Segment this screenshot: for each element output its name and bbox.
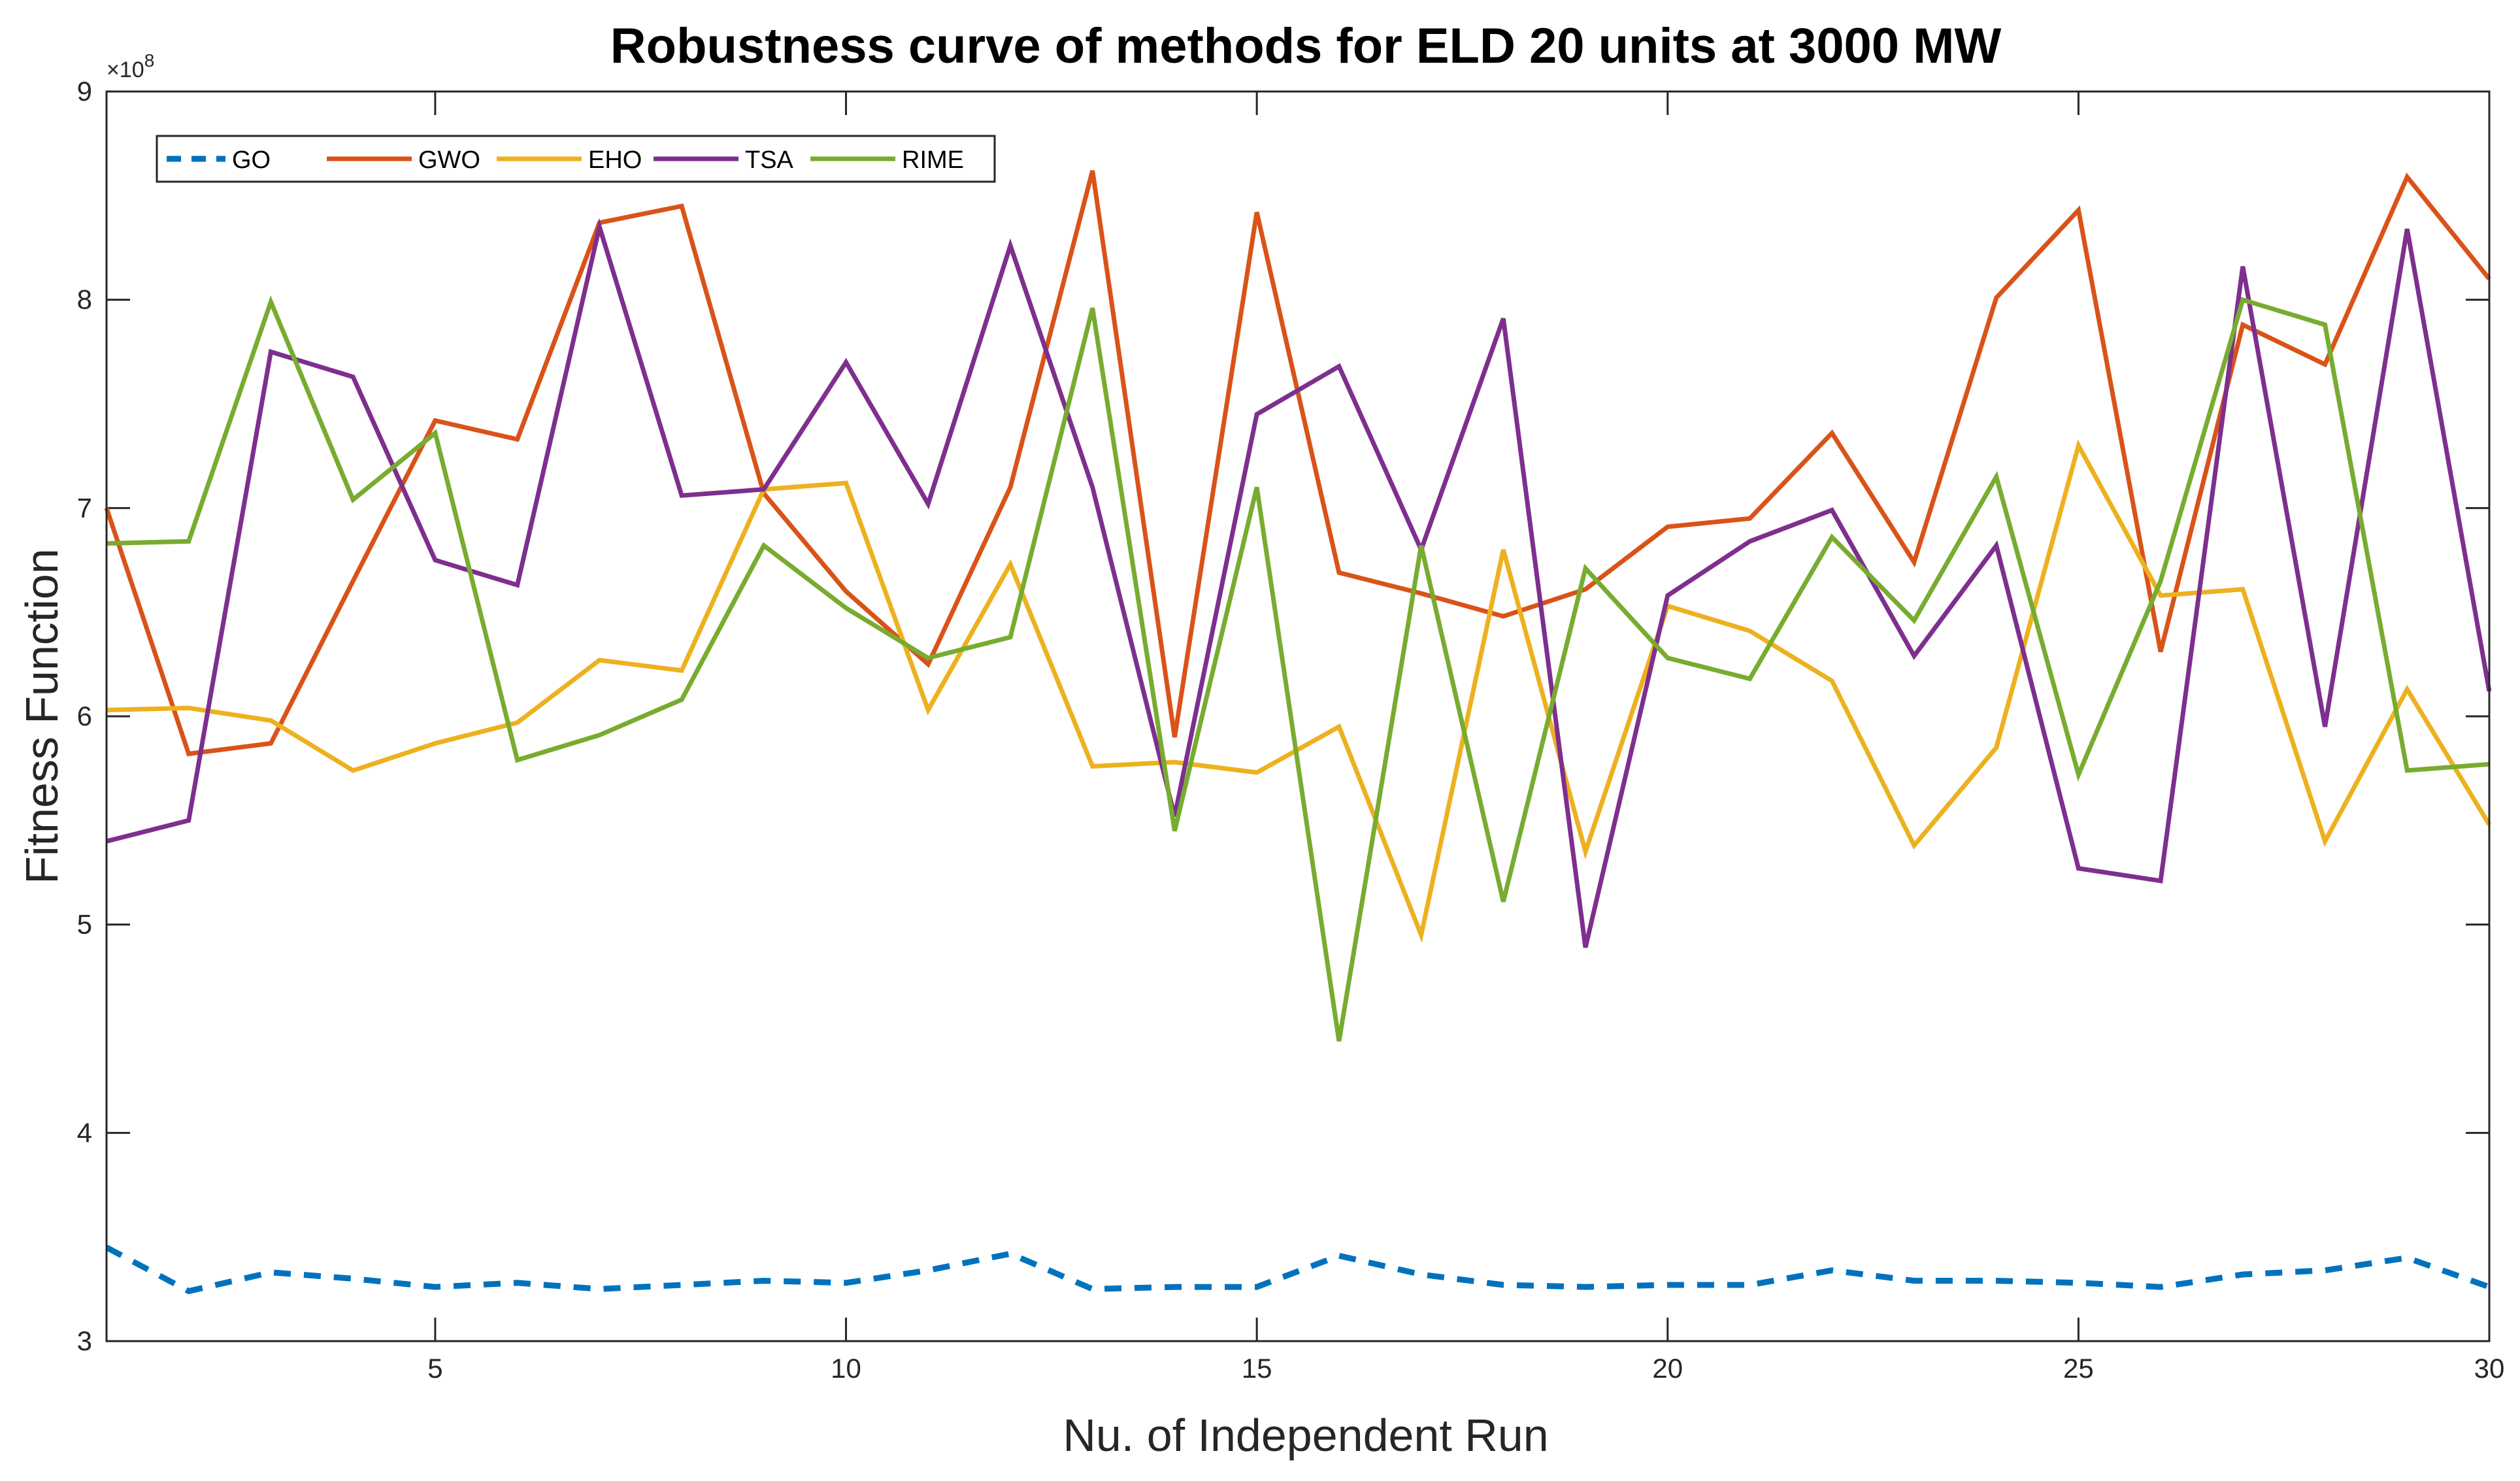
y-tick-label: 6 <box>77 701 92 731</box>
y-tick-label: 8 <box>77 284 92 315</box>
x-axis-label: Nu. of Independent Run <box>1063 1410 1548 1461</box>
x-tick-label: 5 <box>427 1353 442 1384</box>
legend-label-tsa: TSA <box>745 146 794 174</box>
tick-labels: 5 10 15 20 25 30 3 4 5 6 7 8 9 <box>77 76 2505 1384</box>
axes-box <box>105 90 2491 1342</box>
series-layer <box>104 170 2492 1295</box>
series-line-rime <box>106 295 2490 1042</box>
y-tick-label: 5 <box>77 909 92 940</box>
x-tick-label: 20 <box>1652 1353 1683 1384</box>
y-tick-label: 3 <box>77 1325 92 1356</box>
legend-label-rime: RIME <box>902 146 964 174</box>
x-tick-label: 30 <box>2474 1353 2505 1384</box>
x-tick-label: 10 <box>831 1353 861 1384</box>
y-exponent-label: ×108 <box>107 50 154 82</box>
chart-title: Robustness curve of methods for ELD 20 u… <box>610 18 2002 74</box>
legend-label-gwo: GWO <box>418 146 480 174</box>
y-tick-label: 9 <box>77 76 92 107</box>
plot-area <box>107 92 2489 1341</box>
x-tick-label: 15 <box>1242 1353 1272 1384</box>
y-tick-label: 7 <box>77 492 92 523</box>
y-axis-label: Fitness Function <box>16 548 67 884</box>
x-tick-label: 25 <box>2063 1353 2094 1384</box>
y-tick-label: 4 <box>77 1117 92 1148</box>
legend-label-go: GO <box>232 146 271 174</box>
legend-label-eho: EHO <box>588 146 642 174</box>
series-line-tsa <box>106 218 2492 948</box>
legend: GO GWO EHO TSA RIME <box>156 135 996 183</box>
series-line-go <box>105 1244 2491 1295</box>
